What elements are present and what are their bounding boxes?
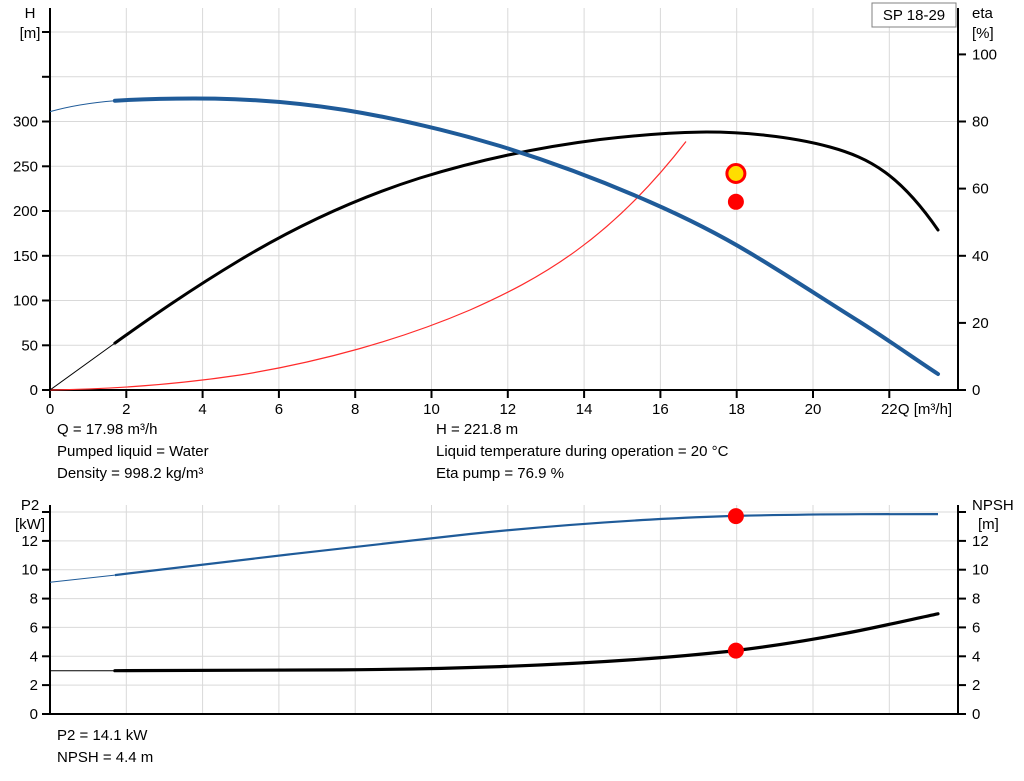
power-curve <box>114 513 939 577</box>
info-block-bottom: P2 = 14.1 kW NPSH = 4.4 m <box>57 727 153 766</box>
top-x-tick-16: 16 <box>652 401 669 418</box>
top-right-axis-unit: [%] <box>972 25 994 42</box>
top-x-tick-14: 14 <box>576 401 593 418</box>
top-x-tick-0: 0 <box>46 401 54 418</box>
top-x-tick-12: 12 <box>499 401 516 418</box>
bottom-y-right-tick-4: 4 <box>972 648 980 665</box>
power-duty-point <box>727 508 744 525</box>
top-x-tick-6: 6 <box>275 401 283 418</box>
top-chart-axes <box>49 8 959 391</box>
top-y-right-tick-100: 100 <box>972 46 997 63</box>
bottom-y-right-tick-0: 0 <box>972 706 980 723</box>
bottom-y-left-tick-6: 6 <box>30 619 38 636</box>
info-bottom-line2: NPSH = 4.4 m <box>57 749 153 766</box>
info-top-col1-line1: Q = 17.98 m³/h <box>57 421 157 438</box>
top-chart: 0 50 100 150 200 250 300 0 20 40 60 80 1… <box>13 2 997 418</box>
system-curve <box>49 141 687 391</box>
info-bottom-line1: P2 = 14.1 kW <box>57 727 148 744</box>
efficiency-curve-extension <box>49 342 116 391</box>
bottom-y-left-tick-2: 2 <box>30 677 38 694</box>
top-y-right-tick-60: 60 <box>972 181 989 198</box>
top-x-tick-18: 18 <box>728 401 745 418</box>
top-y-left-tick-100: 100 <box>13 293 38 310</box>
top-right-axis-title: eta <box>972 5 994 22</box>
bottom-y-right-tick-2: 2 <box>972 677 980 694</box>
bottom-chart-axes <box>49 505 959 715</box>
top-y-right-tick-0: 0 <box>972 382 980 399</box>
head-duty-point <box>725 163 747 184</box>
bottom-y-right-tick-10: 10 <box>972 562 989 579</box>
bottom-y-left-tick-8: 8 <box>30 591 38 608</box>
top-chart-right-ticks <box>958 53 966 391</box>
bottom-left-axis-unit: [kW] <box>15 516 45 533</box>
top-y-left-tick-200: 200 <box>13 203 38 220</box>
top-x-tick-2: 2 <box>122 401 130 418</box>
top-x-tick-20: 20 <box>805 401 822 418</box>
top-y-right-tick-40: 40 <box>972 248 989 265</box>
top-x-tick-8: 8 <box>351 401 359 418</box>
top-chart-x-ticks <box>49 390 891 398</box>
top-left-axis-unit: [m] <box>20 25 41 42</box>
bottom-y-right-tick-8: 8 <box>972 591 980 608</box>
top-y-right-tick-20: 20 <box>972 315 989 332</box>
bottom-chart-right-ticks <box>958 511 966 715</box>
bottom-left-axis-title: P2 <box>21 497 39 514</box>
top-y-left-tick-0: 0 <box>30 382 38 399</box>
bottom-right-axis-unit: [m] <box>978 516 999 533</box>
bottom-y-right-tick-12: 12 <box>972 533 989 550</box>
top-y-right-tick-80: 80 <box>972 114 989 131</box>
top-x-axis-label: Q [m³/h] <box>898 401 952 418</box>
npsh-curve <box>113 612 940 673</box>
bottom-y-left-tick-0: 0 <box>30 706 38 723</box>
info-block-top: Q = 17.98 m³/h Pumped liquid = Water Den… <box>57 421 729 482</box>
top-y-left-tick-50: 50 <box>21 337 38 354</box>
top-chart-gridlines <box>50 8 958 391</box>
pump-model-label-text: SP 18-29 <box>883 7 945 24</box>
top-y-left-tick-300: 300 <box>13 114 38 131</box>
pump-model-label: SP 18-29 <box>871 2 957 28</box>
info-top-col2-line2: Liquid temperature during operation = 20… <box>436 443 729 460</box>
bottom-y-left-tick-12: 12 <box>21 533 38 550</box>
bottom-chart-left-ticks <box>42 511 50 715</box>
efficiency-curve <box>113 130 940 345</box>
top-y-left-tick-250: 250 <box>13 158 38 175</box>
bottom-right-axis-title: NPSH <box>972 497 1014 514</box>
bottom-y-left-tick-10: 10 <box>21 562 38 579</box>
power-curve-extension <box>49 574 115 583</box>
bottom-chart: 0 2 4 6 8 10 12 0 2 4 6 8 10 12 P2 [kW] … <box>15 497 1014 723</box>
info-top-col2-line1: H = 221.8 m <box>436 421 518 438</box>
info-top-col1-line3: Density = 998.2 kg/m³ <box>57 465 203 482</box>
head-curve-extension <box>49 100 115 113</box>
info-top-col1-line2: Pumped liquid = Water <box>57 443 209 460</box>
bottom-chart-gridlines <box>50 505 958 715</box>
info-top-col2-line3: Eta pump = 76.9 % <box>436 465 564 482</box>
top-chart-left-ticks <box>42 31 50 391</box>
top-y-left-tick-150: 150 <box>13 248 38 265</box>
top-x-tick-10: 10 <box>423 401 440 418</box>
bottom-y-right-tick-6: 6 <box>972 619 980 636</box>
top-x-tick-4: 4 <box>198 401 206 418</box>
efficiency-duty-point <box>727 193 744 210</box>
head-curve <box>112 96 940 376</box>
top-x-tick-22: 22 <box>881 401 898 418</box>
npsh-duty-point <box>727 642 744 659</box>
bottom-y-left-tick-4: 4 <box>30 648 38 665</box>
top-left-axis-title: H <box>25 5 36 22</box>
